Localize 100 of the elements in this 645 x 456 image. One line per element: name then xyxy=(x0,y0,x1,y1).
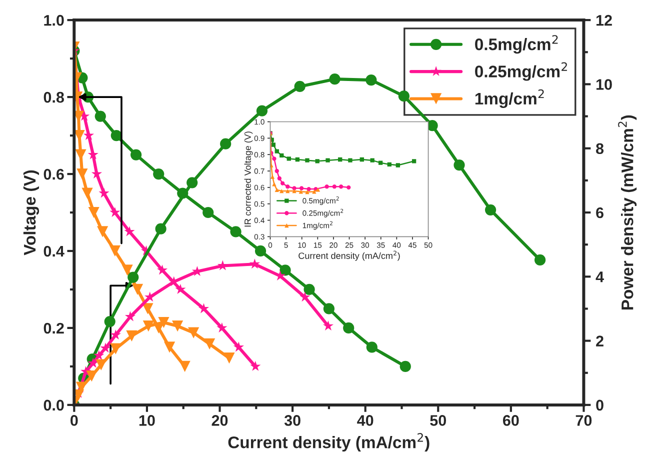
point xyxy=(142,320,154,332)
point xyxy=(280,264,291,276)
point xyxy=(274,188,279,192)
point xyxy=(300,292,310,302)
point xyxy=(348,158,352,162)
point xyxy=(292,188,296,194)
point xyxy=(158,316,170,328)
point xyxy=(164,342,176,353)
point xyxy=(366,74,377,86)
point xyxy=(306,186,311,192)
y-tick-label: 1.0 xyxy=(44,14,64,26)
point xyxy=(270,174,275,179)
point xyxy=(272,156,276,161)
point xyxy=(153,168,164,180)
point xyxy=(110,329,121,340)
point xyxy=(299,186,304,190)
point xyxy=(454,159,465,171)
point xyxy=(254,245,266,257)
point xyxy=(233,342,244,352)
y2-tick-label: 2 xyxy=(596,336,604,346)
legend-label: 1mg/cm$^{2}$ xyxy=(475,89,544,108)
point xyxy=(98,188,110,198)
x-tick-label: 20 xyxy=(212,415,228,426)
point xyxy=(144,292,156,302)
point xyxy=(172,320,184,332)
y-tick-label: 0.8 xyxy=(44,92,64,103)
point xyxy=(280,181,285,186)
y2-tick-label: 12 xyxy=(596,14,612,26)
point xyxy=(280,153,284,158)
point xyxy=(286,156,291,161)
point xyxy=(88,149,98,160)
point xyxy=(315,159,320,164)
point xyxy=(122,264,133,276)
point xyxy=(155,223,166,234)
point xyxy=(400,360,411,372)
point xyxy=(126,330,138,342)
point xyxy=(295,157,300,162)
point xyxy=(204,338,216,350)
point xyxy=(370,158,374,162)
point xyxy=(88,358,98,368)
point xyxy=(249,258,260,269)
point xyxy=(156,264,168,275)
point xyxy=(322,320,334,331)
point xyxy=(346,185,351,190)
point xyxy=(534,254,546,266)
point xyxy=(128,272,139,283)
point xyxy=(274,149,279,154)
point xyxy=(124,311,136,322)
point xyxy=(398,90,410,102)
point xyxy=(316,188,320,192)
x-tick-label: 10 xyxy=(139,415,155,426)
point xyxy=(272,182,276,186)
point xyxy=(286,188,290,194)
y-axis-title: Voltage (V) xyxy=(23,170,40,256)
point xyxy=(298,190,303,194)
point xyxy=(86,370,98,382)
point xyxy=(97,226,108,238)
point xyxy=(96,359,107,370)
point xyxy=(250,360,261,371)
y2-tick-label: 10 xyxy=(596,79,612,90)
point xyxy=(110,130,122,142)
point xyxy=(387,162,392,167)
point xyxy=(329,74,340,85)
point xyxy=(82,188,93,199)
point xyxy=(324,184,329,189)
point xyxy=(312,190,316,194)
point xyxy=(294,80,306,92)
point xyxy=(216,322,228,332)
point xyxy=(396,163,400,168)
point xyxy=(338,184,344,189)
point xyxy=(130,149,142,160)
point xyxy=(280,188,284,194)
point xyxy=(198,303,210,314)
point xyxy=(186,177,198,188)
point xyxy=(110,343,122,354)
x-tick-label: 30 xyxy=(284,415,300,426)
y2-tick-label: 6 xyxy=(596,207,604,218)
point xyxy=(88,206,100,218)
x-axis-title: Current density (mA/cm$^{2}$) xyxy=(298,250,400,261)
x-tick-label: 70 xyxy=(576,415,592,426)
point xyxy=(230,226,242,238)
point xyxy=(412,159,416,164)
point xyxy=(76,168,88,180)
point xyxy=(360,157,364,162)
legend-label: 0.5mg/cm$^{2}$ xyxy=(475,35,558,54)
point xyxy=(271,142,276,147)
x-tick-label: 40 xyxy=(357,415,374,426)
y-tick-label: 0.4 xyxy=(44,246,64,257)
point xyxy=(343,322,354,334)
y-tick-label: 0.6 xyxy=(44,168,64,180)
point xyxy=(305,158,310,162)
point xyxy=(332,184,336,189)
point xyxy=(100,342,111,353)
legend-label: 0.25mg/cm$^{2}$ xyxy=(475,62,567,81)
point xyxy=(220,138,232,150)
point xyxy=(188,327,200,338)
point xyxy=(94,350,104,360)
x-tick-label: 50 xyxy=(430,415,446,426)
point xyxy=(326,158,330,162)
point xyxy=(277,176,282,180)
